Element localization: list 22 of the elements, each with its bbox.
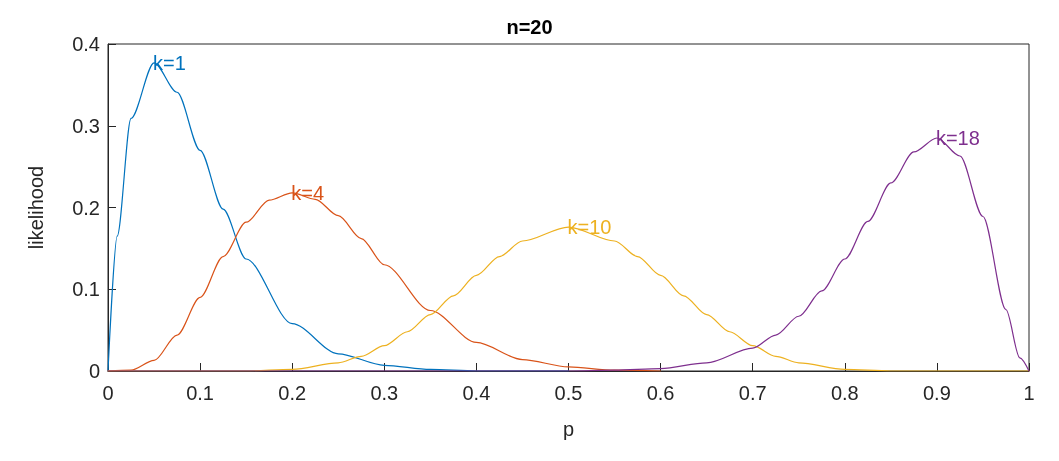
y-tick-label: 0.2 [72,196,100,219]
series-label: k=1 [153,51,186,74]
series-label: k=18 [935,127,980,150]
x-tick-label: 0.2 [278,382,307,404]
x-tick-label: 0.1 [186,382,215,404]
x-tick-label: 0.7 [738,382,767,404]
x-tick-label: 1 [1023,382,1035,404]
x-tick-label: 0.5 [554,382,583,404]
y-axis-title: likelihood [25,165,47,250]
x-tick-label: 0.3 [370,382,399,404]
x-tick-label: 0.4 [462,382,491,404]
x-tick-label: 0.6 [646,382,675,404]
x-tick-label: 0 [102,382,114,404]
x-tick-label: 0.8 [830,382,859,404]
y-tick-label: 0.1 [72,278,100,301]
x-axis-title: p [562,418,575,440]
y-tick-label: 0.4 [72,33,100,55]
x-tick-label: 0.9 [922,382,951,404]
y-tick-label: 0 [88,360,100,382]
y-tick-label: 0.3 [72,114,100,137]
chart-title: n=20 [506,16,553,38]
series-label: k=10 [567,216,612,239]
